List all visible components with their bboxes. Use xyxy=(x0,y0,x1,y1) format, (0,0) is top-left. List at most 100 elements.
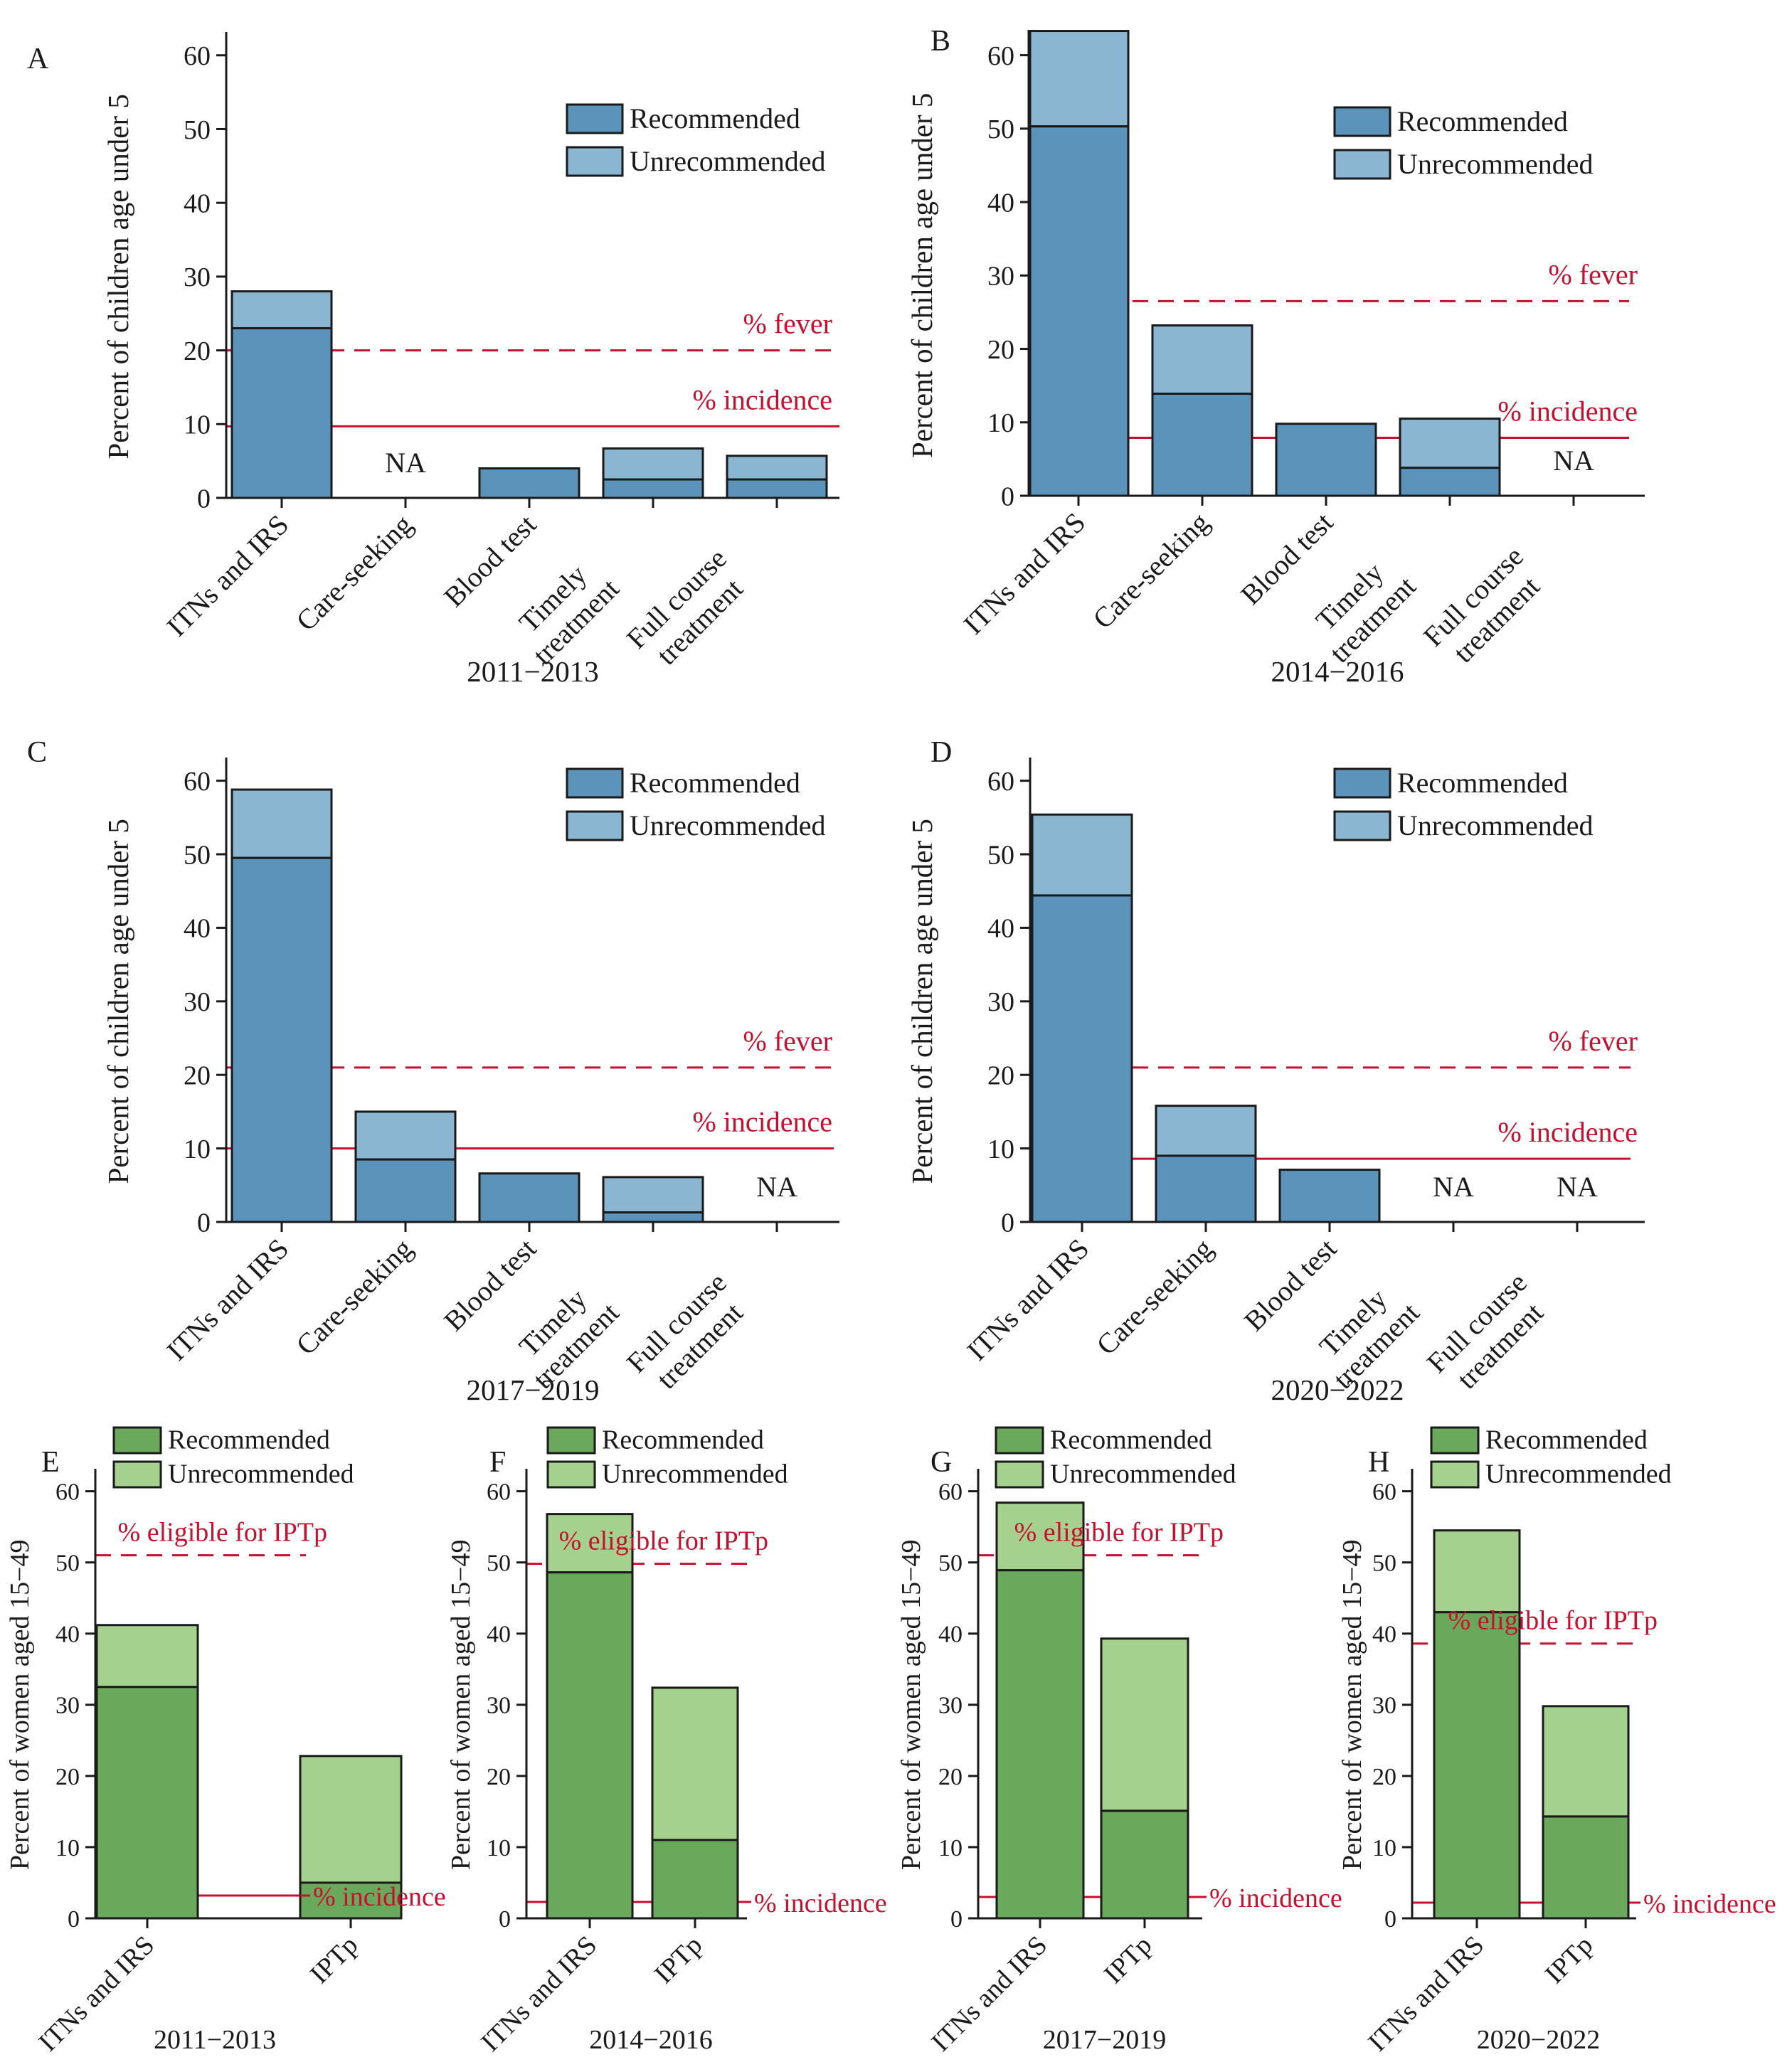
x-tick-label: Blood test xyxy=(438,1233,542,1337)
y-tick-label: 0 xyxy=(499,1906,511,1933)
legend-swatch-unrecommended xyxy=(566,146,624,177)
reference-label-eligible-for-iptp: % eligible for IPTp xyxy=(559,1526,768,1556)
y-tick-label: 50 xyxy=(184,840,211,870)
panel-a: A NA 0 10 20 30 40 50 60 Percent of children age … xyxy=(27,32,839,688)
legend-label-unrecommended: Unrecommended xyxy=(630,809,825,841)
y-tick-label: 50 xyxy=(487,1551,511,1577)
y-tick-label: 50 xyxy=(55,1551,80,1577)
bar-segment-recommended xyxy=(1399,467,1501,497)
reference-label-eligible-for-iptp: % eligible for IPTp xyxy=(1448,1606,1658,1636)
legend-label-unrecommended: Unrecommended xyxy=(1397,148,1593,180)
bar-segment-unrecommended xyxy=(602,1176,704,1214)
y-axis-label: Percent of children age under 5 xyxy=(906,93,938,458)
bar-itns-and-irs xyxy=(546,1513,634,1920)
legend-swatch-unrecommended xyxy=(546,1460,596,1489)
legend: Recommended Unrecommended xyxy=(566,767,825,841)
x-tick-label: Blood test xyxy=(438,509,542,613)
bar-itns-and-irs xyxy=(230,290,333,499)
bar-segment-recommended xyxy=(726,478,828,499)
y-tick-label: 60 xyxy=(55,1479,80,1506)
y-tick-label: 20 xyxy=(1372,1764,1396,1790)
y-axis-label: Percent of children age under 5 xyxy=(102,94,134,459)
legend-swatch-unrecommended xyxy=(1333,810,1391,841)
legend-label-recommended: Recommended xyxy=(1050,1425,1212,1455)
y-tick-label: 40 xyxy=(184,914,211,944)
y-tick-label: 10 xyxy=(987,1134,1014,1164)
y-axis-label: Percent of women aged 15−49 xyxy=(1337,1539,1367,1870)
legend-swatch-unrecommended xyxy=(1333,149,1391,180)
y-tick-label: 30 xyxy=(487,1693,511,1719)
y-tick-label: 30 xyxy=(184,987,211,1017)
y-tick-label: 30 xyxy=(938,1693,963,1719)
y-tick-label: 30 xyxy=(1372,1693,1396,1719)
bar-segment-unrecommended xyxy=(726,455,828,481)
bar-iptp xyxy=(1542,1705,1630,1920)
bar-segment-recommended xyxy=(1542,1815,1630,1920)
bar-segment-unrecommended xyxy=(1151,324,1253,395)
bar-itns-and-irs xyxy=(1027,30,1130,497)
x-tick-label: Full coursetreatment xyxy=(1421,1266,1557,1402)
bar-blood-test xyxy=(1278,1169,1381,1223)
x-tick-label: IPTp xyxy=(304,1930,364,1989)
legend-swatch-recommended xyxy=(1333,767,1391,799)
panel-label: D xyxy=(931,736,952,769)
x-tick-label: ITNs and IRS xyxy=(960,1233,1095,1367)
bar-timely-treatment: NA xyxy=(1433,1171,1474,1203)
y-tick-label: 0 xyxy=(1001,1208,1014,1238)
y-tick-label: 10 xyxy=(487,1835,511,1861)
bar-segment-recommended xyxy=(651,1839,739,1920)
panel-b: B NA 0 10 20 30 40 50 60 Percent of children age … xyxy=(906,25,1645,688)
panel-label: B xyxy=(931,25,950,58)
panel-d: D NA NA 0 10 20 30 40 50 60 Percent of children ag… xyxy=(906,736,1645,1406)
panel-label: H xyxy=(1368,1446,1389,1479)
y-tick-label: 60 xyxy=(184,767,211,797)
y-tick-label: 20 xyxy=(184,1061,211,1091)
reference-label-incidence: % incidence xyxy=(754,1888,887,1918)
x-tick-label: Care-seeking xyxy=(290,1233,418,1361)
x-tick-label: ITNs and IRS xyxy=(926,1930,1053,2057)
period-label: 2011−2013 xyxy=(154,2025,276,2055)
panel-g: G 0 10 20 30 40 50 60 Percent of women aged 15−4… xyxy=(896,1425,1342,2057)
bar-segment-recommended xyxy=(602,478,704,499)
reference-label-incidence: % incidence xyxy=(692,1106,832,1138)
reference-label-incidence: % incidence xyxy=(313,1882,446,1912)
y-axis-label: Percent of children age under 5 xyxy=(906,819,938,1184)
y-axis-label: Percent of women aged 15−49 xyxy=(446,1539,476,1870)
legend-label-unrecommended: Unrecommended xyxy=(168,1460,354,1489)
legend: Recommended Unrecommended xyxy=(112,1425,354,1489)
y-tick-label: 10 xyxy=(184,1134,211,1164)
y-tick-label: 0 xyxy=(68,1906,80,1933)
legend-label-unrecommended: Unrecommended xyxy=(1397,809,1593,841)
y-tick-label: 40 xyxy=(987,914,1014,944)
x-tick-label: Timelytreatment xyxy=(504,549,625,671)
y-tick-label: 50 xyxy=(987,840,1014,870)
y-tick-label: 30 xyxy=(184,262,211,292)
y-tick-label: 40 xyxy=(55,1622,80,1648)
legend-label-unrecommended: Unrecommended xyxy=(1485,1460,1672,1489)
y-tick-label: 10 xyxy=(938,1835,963,1861)
legend-swatch-unrecommended xyxy=(112,1460,162,1489)
y-tick-label: 0 xyxy=(1001,482,1014,511)
legend-label-unrecommended: Unrecommended xyxy=(1050,1460,1236,1489)
y-tick-label: 0 xyxy=(950,1906,963,1933)
panel-label: A xyxy=(27,43,49,75)
bar-itns-and-irs xyxy=(995,1501,1085,1920)
legend-label-recommended: Recommended xyxy=(168,1425,330,1455)
bar-full-course-treatment: NA xyxy=(1557,1171,1598,1203)
na-label: NA xyxy=(385,447,426,479)
period-label: 2020−2022 xyxy=(1477,2025,1600,2055)
bar-itns-and-irs xyxy=(1031,813,1133,1223)
period-label: 2014−2016 xyxy=(589,2025,712,2055)
y-tick-label: 60 xyxy=(938,1479,963,1506)
bar-blood-test xyxy=(478,1172,580,1223)
bar-segment-unrecommended xyxy=(1031,813,1133,897)
bar-segment-recommended xyxy=(230,856,333,1223)
legend-swatch-recommended xyxy=(112,1426,162,1455)
bar-full-course-treatment: NA xyxy=(756,1171,797,1203)
y-tick-label: 40 xyxy=(487,1622,511,1648)
bar-care-seeking xyxy=(354,1110,457,1223)
bar-segment-recommended xyxy=(230,326,333,499)
bar-segment-unrecommended xyxy=(95,1624,199,1689)
legend: Recommended Unrecommended xyxy=(546,1425,788,1489)
bar-segment-recommended xyxy=(1027,125,1130,497)
